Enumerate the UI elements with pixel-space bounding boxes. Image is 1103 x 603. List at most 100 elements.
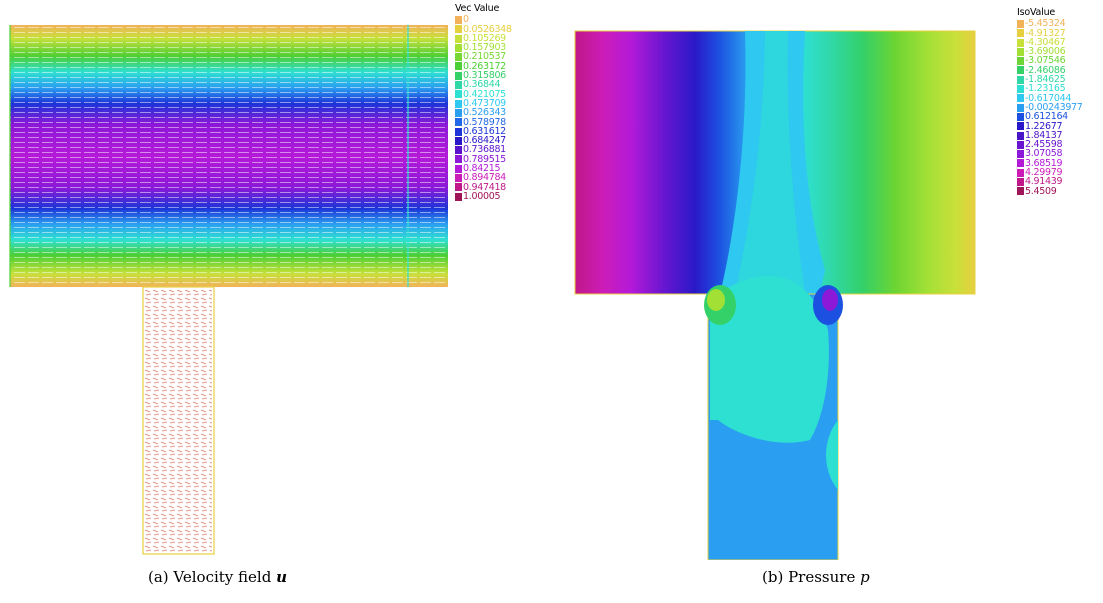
pressure-legend-label: -0.617044 (1025, 92, 1072, 104)
pressure-legend-entry: 4.91439 (1017, 177, 1083, 187)
pressure-legend-label: -4.91327 (1025, 27, 1066, 39)
velocity-legend-swatch (455, 99, 462, 108)
velocity-legend-label: 0.526343 (463, 107, 506, 119)
pressure-legend-rows: -5.45324 -4.91327 -4.30467 -3.69006 -3.07546… (1017, 19, 1083, 196)
velocity-legend-swatch (455, 127, 462, 136)
pressure-legend-swatch (1017, 150, 1024, 159)
velocity-legend-label: 0.315806 (463, 70, 506, 82)
caption-velocity-text: (a) Velocity field (148, 568, 277, 586)
velocity-legend-swatch (455, 192, 462, 201)
pressure-legend-label: 5.4509 (1025, 185, 1057, 197)
velocity-legend-swatch (455, 62, 462, 71)
pressure-legend-swatch (1017, 103, 1024, 112)
pressure-legend-swatch (1017, 19, 1024, 28)
pressure-legend-entry: 2.45598 (1017, 139, 1083, 151)
pressure-legend-swatch (1017, 57, 1024, 66)
velocity-legend-entry: 0.210537 (455, 51, 512, 63)
velocity-legend-entry: 0.84215 (455, 164, 512, 173)
velocity-legend-label: 0.105269 (463, 32, 506, 44)
velocity-legend-swatch (455, 136, 462, 145)
velocity-legend-label: 0.684247 (463, 135, 506, 147)
velocity-legend-swatch (455, 71, 462, 80)
pressure-legend-swatch (1017, 177, 1024, 186)
velocity-legend-title: Vec Value (455, 3, 500, 14)
caption-pressure-text: (b) Pressure (762, 568, 861, 586)
velocity-legend-label: 0.210537 (463, 51, 506, 63)
pressure-legend-entry: 0.612164 (1017, 111, 1083, 123)
velocity-legend-label: 0.421075 (463, 88, 506, 100)
velocity-legend-entry: 0.0526348 (455, 24, 512, 34)
velocity-legend-label: 0.473709 (463, 97, 506, 109)
pressure-legend-swatch (1017, 47, 1024, 56)
velocity-legend-entry: 0.105269 (455, 32, 512, 44)
velocity-legend-label: 0.631612 (463, 125, 506, 137)
velocity-legend-entry: 0.789515 (455, 154, 512, 164)
velocity-legend-label: 0.894784 (463, 172, 506, 184)
pressure-legend-label: 3.68519 (1025, 157, 1063, 169)
velocity-stem-vectors (145, 290, 212, 552)
velocity-legend-entry: 0.263172 (455, 61, 512, 71)
velocity-legend-label: 0.578978 (463, 116, 506, 128)
pressure-legend-entry: -4.91327 (1017, 27, 1083, 39)
pressure-legend-swatch (1017, 168, 1024, 177)
velocity-legend-entry: 0.36844 (455, 79, 512, 91)
velocity-legend-swatch (455, 53, 462, 62)
velocity-legend-entry: 0.684247 (455, 135, 512, 147)
pressure-legend-entry: -0.00243977 (1017, 103, 1083, 112)
pressure-stem-right-cyan (826, 420, 838, 490)
pressure-legend-entry: 1.22677 (1017, 121, 1083, 131)
velocity-legend-rows: 0 0.0526348 0.105269 0.157903 0.210537 0.2631… (455, 15, 512, 201)
pressure-legend-label: -0.00243977 (1025, 101, 1083, 113)
pressure-legend-swatch (1017, 38, 1024, 47)
velocity-legend-swatch (455, 25, 462, 34)
velocity-legend: Vec Value 0 0.0526348 0.105269 0.157903 0.21… (455, 4, 512, 201)
pressure-legend-entry: -3.69006 (1017, 47, 1083, 57)
velocity-legend-label: 0.947418 (463, 181, 506, 193)
velocity-legend-entry: 0.473709 (455, 99, 512, 108)
velocity-legend-label: 0.36844 (463, 79, 501, 91)
pressure-legend-swatch (1017, 94, 1024, 103)
velocity-legend-swatch (455, 43, 462, 52)
pressure-legend-swatch (1017, 187, 1024, 196)
pressure-legend-entry: -5.45324 (1017, 19, 1083, 29)
pressure-legend-entry: -0.617044 (1017, 92, 1083, 104)
velocity-legend-swatch (455, 108, 462, 117)
pressure-plume-core (735, 31, 805, 294)
pressure-legend-swatch (1017, 131, 1024, 140)
pressure-legend-entry: -1.84625 (1017, 75, 1083, 84)
pressure-legend-title: IsoValue (1017, 7, 1056, 18)
velocity-legend-entry: 0.947418 (455, 181, 512, 193)
velocity-legend-swatch (455, 34, 462, 43)
velocity-legend-entry: 0.526343 (455, 107, 512, 119)
velocity-legend-swatch (455, 164, 462, 173)
velocity-legend-entry: 1.00005 (455, 192, 512, 201)
pressure-legend-swatch (1017, 140, 1024, 149)
pressure-legend-swatch (1017, 75, 1024, 84)
caption-velocity: (a) Velocity field u (148, 568, 287, 586)
velocity-legend-swatch (455, 118, 462, 127)
pressure-legend-label: -2.46086 (1025, 64, 1066, 76)
velocity-legend-label: 0.84215 (463, 163, 501, 175)
velocity-legend-swatch (455, 15, 462, 24)
velocity-legend-label: 0.157903 (463, 42, 506, 54)
pressure-legend-swatch (1017, 85, 1024, 94)
caption-velocity-symbol: u (276, 568, 287, 586)
pressure-legend-swatch (1017, 122, 1024, 131)
pressure-legend-label: -4.30467 (1025, 36, 1066, 48)
pressure-legend-entry: -1.23165 (1017, 84, 1083, 94)
pressure-legend-entry: -2.46086 (1017, 64, 1083, 76)
pressure-legend-label: -1.84625 (1025, 74, 1066, 86)
velocity-legend-swatch (455, 173, 462, 182)
pressure-legend: IsoValue -5.45324 -4.91327 -4.30467 -3.6900… (1017, 8, 1083, 196)
pressure-legend-label: 1.84137 (1025, 129, 1063, 141)
velocity-legend-entry: 0.736881 (455, 145, 512, 155)
velocity-legend-entry: 0.157903 (455, 42, 512, 54)
velocity-legend-swatch (455, 146, 462, 155)
velocity-field-plot (9, 25, 448, 555)
pressure-legend-label: 2.45598 (1025, 139, 1063, 151)
velocity-legend-entry: 0.315806 (455, 71, 512, 80)
velocity-vectors-hatch (10, 25, 448, 287)
velocity-legend-swatch (455, 183, 462, 192)
pressure-legend-label: 0.612164 (1025, 111, 1068, 123)
velocity-legend-swatch (455, 90, 462, 99)
